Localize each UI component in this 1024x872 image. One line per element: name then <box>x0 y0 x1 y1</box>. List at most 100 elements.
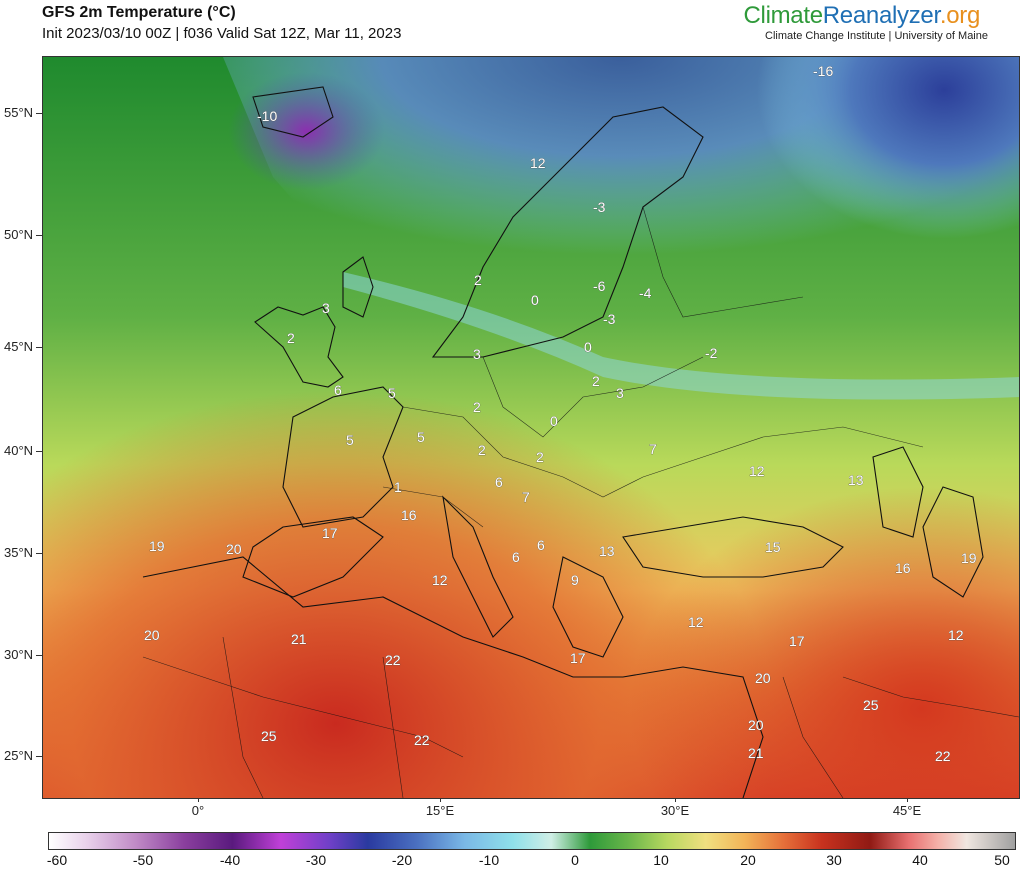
colorbar <box>48 832 1016 850</box>
lat-label-40: 40°N <box>4 443 34 458</box>
temp-value: 12 <box>530 155 546 171</box>
temp-value: -2 <box>705 345 718 361</box>
temp-value: 7 <box>649 441 657 457</box>
temp-value: 2 <box>473 399 481 415</box>
temp-value: 7 <box>522 489 530 505</box>
temp-value: 17 <box>322 525 338 541</box>
lon-label-45e: 45°E <box>892 803 922 818</box>
lat-label-50: 50°N <box>4 227 34 242</box>
lat-tick <box>36 347 42 348</box>
lat-label-25: 25°N <box>4 748 34 763</box>
colorbar-label: -40 <box>219 852 241 868</box>
temp-value: 16 <box>895 560 911 576</box>
brand-logo[interactable]: ClimateReanalyzer.org <box>744 2 981 30</box>
temp-value: 2 <box>592 373 600 389</box>
brand-part-2: Reanalyzer <box>822 2 940 29</box>
temperature-value-labels: -10 -16 12 -3 2 0 -6 -4 -3 0 -2 3 2 3 6 … <box>144 63 977 765</box>
temp-value: 1 <box>394 479 402 495</box>
temp-value: -4 <box>639 285 652 301</box>
lon-label-30e: 30°E <box>660 803 690 818</box>
temp-value: -6 <box>593 278 606 294</box>
colorbar-label: 30 <box>826 852 842 868</box>
temp-value: 25 <box>261 728 277 744</box>
temp-value: 0 <box>550 413 558 429</box>
colorbar-label: -60 <box>46 852 68 868</box>
lat-tick <box>36 113 42 114</box>
map-title: GFS 2m Temperature (°C) <box>42 4 236 21</box>
lon-label-15e: 15°E <box>425 803 455 818</box>
temp-value: 12 <box>948 627 964 643</box>
temp-value: 17 <box>570 650 586 666</box>
temp-value: 20 <box>144 627 160 643</box>
temp-value: 0 <box>531 292 539 308</box>
lat-tick <box>36 235 42 236</box>
lon-tick <box>675 797 676 802</box>
temp-value: 0 <box>584 339 592 355</box>
lon-tick <box>198 797 199 802</box>
temp-value: -16 <box>813 63 833 79</box>
colorbar-label: 50 <box>994 852 1010 868</box>
temp-value: 20 <box>748 717 764 733</box>
temp-value: 2 <box>536 449 544 465</box>
temp-value: 16 <box>401 507 417 523</box>
temp-value: 5 <box>388 385 396 401</box>
temp-value: 25 <box>863 697 879 713</box>
temp-value: 22 <box>385 652 401 668</box>
map-canvas: -10 -16 12 -3 2 0 -6 -4 -3 0 -2 3 2 3 6 … <box>43 57 1019 798</box>
temperature-map[interactable]: -10 -16 12 -3 2 0 -6 -4 -3 0 -2 3 2 3 6 … <box>42 56 1020 799</box>
lon-tick <box>440 797 441 802</box>
lat-label-55: 55°N <box>4 105 34 120</box>
temp-value: 2 <box>474 272 482 288</box>
temp-value: 3 <box>322 300 330 316</box>
coastlines <box>142 86 984 798</box>
colorbar-label: -30 <box>305 852 327 868</box>
temp-value: 9 <box>571 572 579 588</box>
temp-value: 6 <box>512 549 520 565</box>
temp-value: 13 <box>848 472 864 488</box>
lat-label-35: 35°N <box>4 545 34 560</box>
temp-value: 21 <box>291 631 307 647</box>
temp-value: -3 <box>603 311 616 327</box>
colorbar-label: 20 <box>740 852 756 868</box>
colorbar-label: -10 <box>478 852 500 868</box>
temp-value: 2 <box>478 442 486 458</box>
temp-value: 3 <box>616 385 624 401</box>
temp-value: 12 <box>688 614 704 630</box>
temp-value: -10 <box>257 108 277 124</box>
temp-value: 3 <box>473 346 481 362</box>
colorbar-label: 40 <box>912 852 928 868</box>
lon-tick <box>907 797 908 802</box>
temp-value: 20 <box>755 670 771 686</box>
brand-part-3: .org <box>939 2 980 29</box>
colorbar-label: -20 <box>391 852 413 868</box>
temp-value: 19 <box>961 550 977 566</box>
lat-tick <box>36 655 42 656</box>
borders <box>142 206 1019 798</box>
brand-tagline: Climate Change Institute | University of… <box>765 30 988 42</box>
temp-value: 2 <box>287 330 295 346</box>
lon-label-0: 0° <box>191 803 205 818</box>
lat-tick <box>36 756 42 757</box>
temp-value: 12 <box>432 572 448 588</box>
temp-value: 20 <box>226 541 242 557</box>
colorbar-label: -50 <box>132 852 154 868</box>
temp-value: 17 <box>789 633 805 649</box>
temp-value: 6 <box>537 537 545 553</box>
temp-value: 15 <box>765 539 781 555</box>
brand-part-1: Climate <box>743 2 824 29</box>
temp-value: 5 <box>417 429 425 445</box>
temp-value: 19 <box>149 538 165 554</box>
lat-tick <box>36 553 42 554</box>
temp-value: 12 <box>749 463 765 479</box>
temp-value: 6 <box>495 474 503 490</box>
temp-value: 22 <box>414 732 430 748</box>
colorbar-label: 10 <box>653 852 669 868</box>
lat-label-45: 45°N <box>4 339 34 354</box>
temp-value: 13 <box>599 543 615 559</box>
temp-value: -3 <box>593 199 606 215</box>
map-subtitle: Init 2023/03/10 00Z | f036 Valid Sat 12Z… <box>42 25 402 42</box>
temp-value: 6 <box>334 382 342 398</box>
temp-value: 5 <box>346 432 354 448</box>
colorbar-label: 0 <box>571 852 579 868</box>
temp-value: 22 <box>935 748 951 764</box>
